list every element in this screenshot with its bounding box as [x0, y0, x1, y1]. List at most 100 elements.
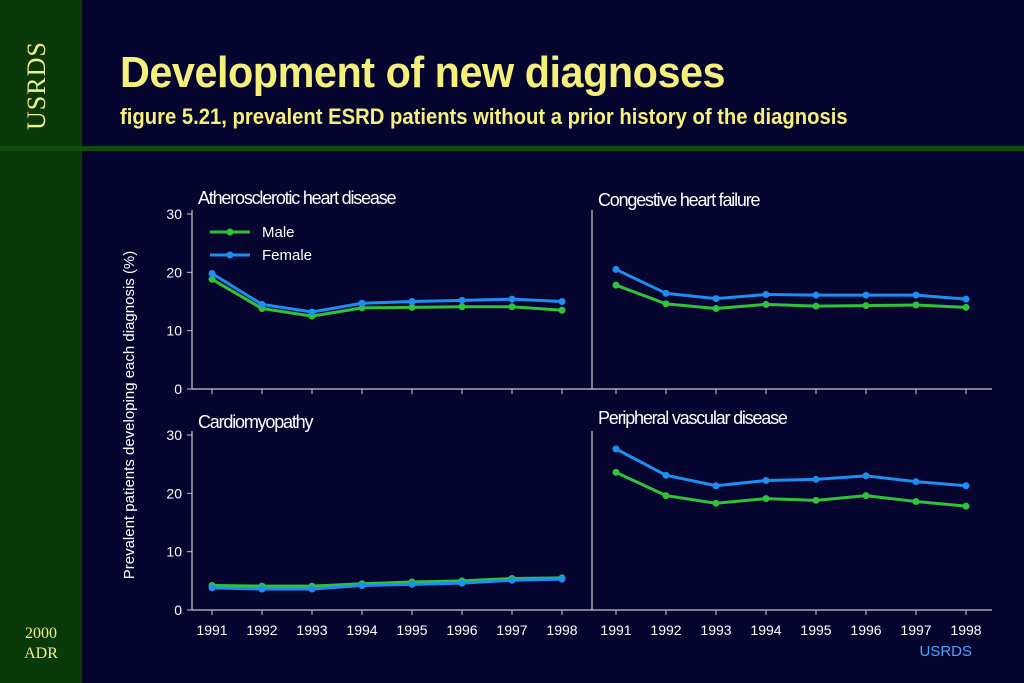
- data-point-female: [962, 482, 970, 490]
- x-tick-label: 1994: [750, 622, 781, 638]
- edition-label: ADR: [24, 645, 58, 662]
- data-point-male: [962, 303, 970, 311]
- panel-title: Cardiomyopathy: [198, 412, 313, 432]
- data-point-female: [258, 300, 266, 308]
- series-line-male: [211, 576, 563, 588]
- legend-label-female: Female: [262, 247, 312, 264]
- data-point-female: [662, 471, 670, 479]
- panel-title: Congestive heart failure: [598, 190, 760, 210]
- data-point-male: [862, 492, 870, 500]
- data-point-female: [508, 576, 516, 584]
- y-tick-label: 10: [166, 323, 182, 339]
- series-line-male: [615, 283, 967, 310]
- panel-title: Atherosclerotic heart disease: [198, 188, 397, 208]
- x-tick-label: 1995: [800, 622, 831, 638]
- header-rule: [0, 146, 1024, 151]
- x-tick-label: 1991: [600, 622, 631, 638]
- y-tick-label: 20: [166, 485, 182, 501]
- data-point-male: [458, 303, 466, 311]
- data-point-male: [662, 300, 670, 308]
- data-point-female: [762, 477, 770, 484]
- y-tick-label: 20: [166, 264, 182, 280]
- data-point-female: [612, 445, 620, 453]
- data-point-female: [862, 291, 870, 299]
- data-point-female: [862, 472, 870, 480]
- y-tick-label: 30: [166, 206, 182, 222]
- x-tick-label: 1993: [296, 622, 327, 638]
- data-point-male: [962, 502, 970, 510]
- data-point-female: [208, 584, 216, 592]
- x-tick-label: 1996: [850, 622, 881, 638]
- data-point-male: [762, 495, 770, 503]
- x-tick-label: 1991: [196, 622, 227, 638]
- data-point-female: [258, 585, 266, 593]
- data-point-female: [812, 475, 820, 483]
- data-point-female: [962, 295, 970, 303]
- data-point-female: [662, 289, 670, 297]
- x-tick-label: 1997: [496, 622, 527, 638]
- data-point-female: [912, 478, 920, 486]
- data-point-female: [558, 575, 566, 583]
- x-tick-label: 1992: [650, 622, 681, 638]
- legend-marker-female: [226, 251, 234, 259]
- data-point-male: [612, 468, 620, 476]
- data-point-female: [408, 298, 416, 305]
- data-point-female: [358, 582, 366, 589]
- sidebar: [0, 0, 82, 683]
- data-point-female: [308, 308, 316, 316]
- edition-year: 2000: [25, 625, 57, 642]
- page-title: Development of new diagnoses: [120, 48, 726, 97]
- x-tick-label: 1994: [346, 622, 377, 638]
- series-line-female: [615, 447, 967, 488]
- x-tick-label: 1996: [446, 622, 477, 638]
- data-point-female: [912, 291, 920, 299]
- y-tick-label: 10: [166, 544, 182, 560]
- data-point-female: [208, 270, 216, 277]
- data-point-male: [712, 305, 720, 312]
- y-axis-label: Prevalent patients developing each diagn…: [121, 251, 138, 580]
- data-point-male: [508, 303, 516, 311]
- x-tick-label: 1992: [246, 622, 277, 638]
- y-tick-label: 30: [166, 427, 182, 443]
- series-line-female: [615, 268, 967, 301]
- data-point-male: [912, 498, 920, 505]
- data-point-female: [458, 296, 466, 304]
- x-tick-label: 1997: [900, 622, 931, 638]
- data-point-male: [912, 301, 920, 309]
- data-point-female: [712, 295, 720, 303]
- x-tick-label: 1995: [396, 622, 427, 638]
- page-subtitle: figure 5.21, prevalent ESRD patients wit…: [120, 104, 848, 129]
- data-point-female: [458, 579, 466, 587]
- data-point-female: [358, 299, 366, 307]
- data-point-male: [208, 275, 216, 283]
- data-point-male: [812, 302, 820, 310]
- y-tick-label: 0: [174, 381, 182, 397]
- data-point-male: [612, 281, 620, 289]
- y-tick-label: 0: [174, 602, 182, 618]
- data-point-male: [712, 499, 720, 507]
- sidebar-divider: [82, 0, 87, 683]
- series-line-female: [211, 577, 563, 591]
- data-point-female: [612, 265, 620, 273]
- data-point-female: [558, 298, 566, 305]
- data-point-male: [812, 496, 820, 504]
- source-label: USRDS: [919, 643, 972, 660]
- x-tick-label: 1998: [546, 622, 577, 638]
- data-point-female: [408, 580, 416, 588]
- legend-label-male: Male: [262, 224, 295, 241]
- data-point-male: [558, 306, 566, 314]
- data-point-female: [308, 585, 316, 593]
- series-line-male: [615, 470, 967, 508]
- series-line-female: [211, 272, 563, 314]
- legend-marker-male: [226, 228, 234, 236]
- data-point-female: [812, 291, 820, 299]
- data-point-female: [762, 291, 770, 298]
- x-tick-label: 1998: [950, 622, 981, 638]
- panel-title: Peripheral vascular disease: [598, 408, 788, 428]
- data-point-male: [862, 302, 870, 310]
- data-point-male: [762, 300, 770, 308]
- x-tick-label: 1993: [700, 622, 731, 638]
- series-line-male: [211, 278, 563, 318]
- data-point-male: [662, 492, 670, 500]
